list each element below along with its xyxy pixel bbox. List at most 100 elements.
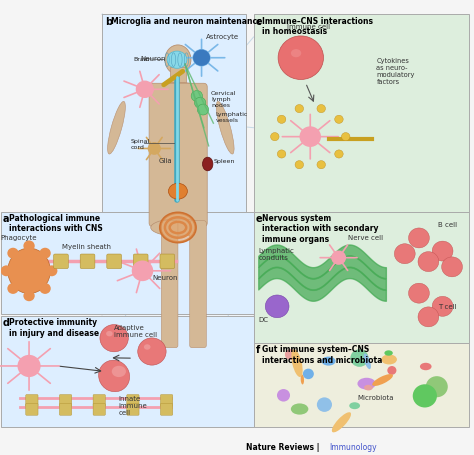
Circle shape (300, 126, 321, 147)
Circle shape (325, 358, 332, 365)
Text: Innate
immune
cell: Innate immune cell (119, 396, 147, 416)
Ellipse shape (144, 344, 151, 350)
FancyBboxPatch shape (59, 394, 72, 406)
Circle shape (432, 241, 453, 261)
Text: Astrocyte: Astrocyte (206, 34, 239, 40)
Text: Nerve cell: Nerve cell (348, 235, 383, 241)
FancyBboxPatch shape (26, 404, 38, 415)
Text: Neuron: Neuron (152, 275, 177, 281)
Ellipse shape (8, 248, 50, 293)
Circle shape (387, 366, 396, 375)
Circle shape (191, 91, 202, 101)
Ellipse shape (202, 157, 213, 171)
FancyBboxPatch shape (93, 394, 105, 406)
Ellipse shape (167, 51, 187, 68)
Ellipse shape (106, 331, 113, 336)
FancyBboxPatch shape (93, 404, 105, 415)
Ellipse shape (112, 366, 126, 377)
Ellipse shape (321, 357, 336, 366)
Circle shape (0, 265, 12, 276)
Ellipse shape (165, 45, 191, 75)
Text: Protective immunity
in injury and disease: Protective immunity in injury and diseas… (9, 318, 100, 338)
Circle shape (277, 115, 286, 123)
FancyBboxPatch shape (59, 404, 72, 415)
FancyBboxPatch shape (170, 67, 186, 85)
Ellipse shape (349, 402, 360, 409)
Ellipse shape (420, 363, 431, 370)
Ellipse shape (332, 412, 351, 432)
Text: Lymphatic
conduits: Lymphatic conduits (258, 248, 294, 262)
Text: Immune–CNS interactions
in homeostasis: Immune–CNS interactions in homeostasis (262, 16, 373, 36)
Circle shape (285, 349, 296, 360)
Circle shape (409, 228, 429, 248)
Ellipse shape (99, 360, 129, 392)
Text: Lymphatic
vessels: Lymphatic vessels (216, 112, 248, 123)
FancyBboxPatch shape (0, 212, 254, 313)
FancyBboxPatch shape (160, 404, 173, 415)
Ellipse shape (364, 354, 371, 369)
Text: Immunology: Immunology (329, 443, 377, 452)
Ellipse shape (291, 49, 301, 57)
Circle shape (295, 105, 303, 113)
Circle shape (271, 132, 279, 141)
Text: Microbiota: Microbiota (357, 395, 394, 401)
Ellipse shape (168, 183, 187, 199)
Circle shape (7, 248, 18, 258)
FancyBboxPatch shape (254, 212, 469, 343)
Circle shape (394, 244, 415, 264)
Text: Pathological immune
interactions with CNS: Pathological immune interactions with CN… (9, 214, 103, 233)
Circle shape (197, 104, 209, 115)
Circle shape (18, 355, 41, 377)
FancyBboxPatch shape (161, 221, 178, 348)
Ellipse shape (372, 374, 393, 386)
Circle shape (303, 369, 314, 379)
Circle shape (317, 161, 326, 169)
Circle shape (265, 295, 289, 318)
Ellipse shape (384, 350, 393, 356)
Circle shape (23, 240, 35, 251)
Circle shape (295, 161, 303, 169)
Ellipse shape (364, 385, 373, 390)
Circle shape (418, 252, 439, 272)
Circle shape (409, 283, 429, 303)
Circle shape (317, 105, 326, 113)
Ellipse shape (150, 82, 206, 101)
FancyBboxPatch shape (80, 254, 95, 268)
Ellipse shape (292, 349, 302, 377)
Text: Immune cell: Immune cell (287, 25, 330, 30)
FancyBboxPatch shape (107, 254, 121, 268)
Circle shape (413, 384, 437, 408)
Circle shape (335, 115, 343, 123)
FancyBboxPatch shape (127, 404, 139, 415)
Text: Cytokines
as neuro-
modulatory
factors: Cytokines as neuro- modulatory factors (376, 58, 415, 85)
Ellipse shape (301, 374, 304, 384)
Text: T cell: T cell (438, 303, 456, 310)
FancyBboxPatch shape (127, 394, 139, 406)
Text: Phagocyte: Phagocyte (0, 235, 37, 241)
Text: Microglia and neuron maintenance: Microglia and neuron maintenance (111, 16, 262, 25)
Ellipse shape (291, 404, 309, 415)
Circle shape (39, 283, 51, 294)
Circle shape (132, 261, 153, 281)
FancyBboxPatch shape (160, 254, 174, 268)
Circle shape (138, 338, 166, 365)
FancyBboxPatch shape (54, 254, 68, 268)
Text: Spleen: Spleen (213, 158, 235, 163)
FancyBboxPatch shape (26, 394, 38, 406)
FancyBboxPatch shape (102, 14, 246, 212)
Circle shape (194, 97, 206, 108)
FancyBboxPatch shape (254, 14, 469, 212)
Text: f: f (256, 345, 260, 355)
Circle shape (23, 290, 35, 301)
Ellipse shape (151, 219, 205, 236)
Circle shape (442, 257, 463, 277)
Ellipse shape (216, 101, 234, 154)
Text: Glia: Glia (159, 157, 173, 163)
FancyBboxPatch shape (190, 221, 206, 348)
Text: Adaptive
immune cell: Adaptive immune cell (114, 325, 157, 338)
Text: d: d (3, 318, 10, 328)
Text: DC: DC (258, 317, 268, 323)
FancyBboxPatch shape (149, 83, 207, 227)
FancyBboxPatch shape (133, 254, 148, 268)
Circle shape (418, 307, 439, 327)
